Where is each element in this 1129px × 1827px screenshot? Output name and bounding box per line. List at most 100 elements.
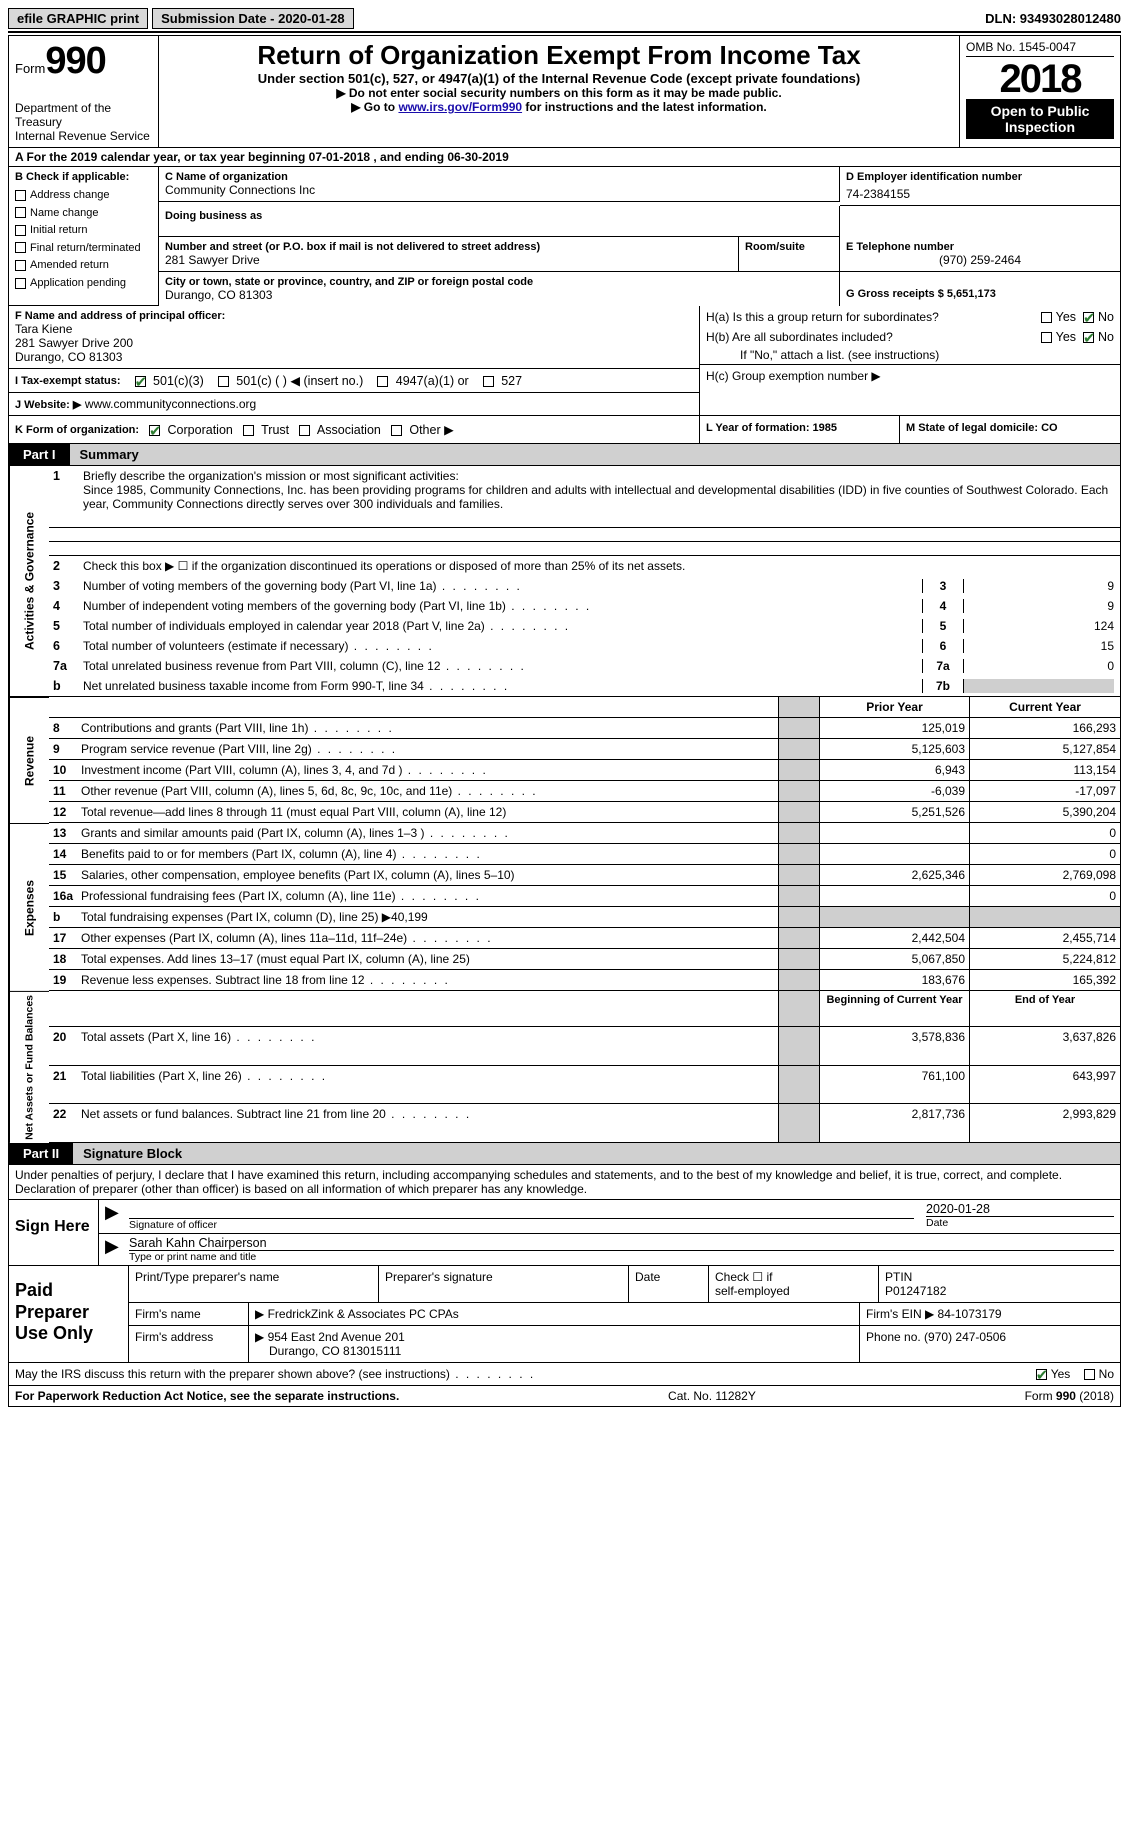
exp-16b-text: Total fundraising expenses (Part IX, col… [77, 907, 778, 928]
firm-name-value: ▶ FredrickZink & Associates PC CPAs [249, 1303, 860, 1325]
exp-13-prior [820, 823, 970, 844]
rev-12-curr: 5,390,204 [970, 802, 1120, 823]
rev-11-curr: -17,097 [970, 781, 1120, 802]
ptin-value: P01247182 [885, 1284, 946, 1298]
net-20-prior: 3,578,836 [820, 1027, 970, 1065]
form-word: Form [15, 61, 45, 76]
prep-date-label: Date [629, 1266, 709, 1302]
checkbox-trust[interactable] [243, 425, 254, 436]
summary-table: Revenue Prior Year Current Year 8Contrib… [8, 697, 1121, 1143]
mission-block: Activities & Governance 1 Briefly descri… [8, 466, 1121, 697]
officer-addr1: 281 Sawyer Drive 200 [15, 336, 693, 350]
form-note-2: ▶ Go to www.irs.gov/Form990 for instruct… [165, 100, 953, 114]
rev-9-prior: 5,125,603 [820, 739, 970, 760]
dln-label: DLN: 93493028012480 [985, 11, 1121, 26]
checkbox-501c3[interactable] [135, 376, 146, 387]
checkbox-501c[interactable] [218, 376, 229, 387]
irs-link[interactable]: www.irs.gov/Form990 [398, 100, 522, 114]
ha-label: H(a) Is this a group return for subordin… [706, 310, 939, 324]
line-5-value: 124 [964, 619, 1114, 633]
checkbox-hb-no[interactable] [1083, 332, 1094, 343]
checkbox-discuss-yes[interactable] [1036, 1369, 1047, 1380]
l-year-formation: L Year of formation: 1985 [700, 416, 900, 443]
checkbox-other[interactable] [391, 425, 402, 436]
rev-10-prior: 6,943 [820, 760, 970, 781]
exp-15-text: Salaries, other compensation, employee b… [77, 865, 778, 886]
rev-8-curr: 166,293 [970, 718, 1120, 739]
exp-18-text: Total expenses. Add lines 13–17 (must eq… [77, 949, 778, 970]
form-number: 990 [45, 40, 105, 82]
checkbox-ha-no[interactable] [1083, 312, 1094, 323]
b-items: Address change Name change Initial retur… [15, 187, 152, 293]
name-arrow-icon: ▶ [99, 1234, 123, 1265]
checkbox-assoc[interactable] [299, 425, 310, 436]
exp-19-text: Revenue less expenses. Subtract line 18 … [77, 970, 778, 991]
rev-10-text: Investment income (Part VIII, column (A)… [77, 760, 778, 781]
exp-17-text: Other expenses (Part IX, column (A), lin… [77, 928, 778, 949]
exp-16a-curr: 0 [970, 886, 1120, 907]
checkbox-4947[interactable] [377, 376, 388, 387]
omb-number: OMB No. 1545-0047 [966, 40, 1114, 57]
dept-irs: Internal Revenue Service [15, 129, 152, 143]
checkbox-app-pending[interactable] [15, 278, 26, 289]
j-label: J Website: ▶ [15, 399, 81, 411]
efile-print-button[interactable]: efile GRAPHIC print [8, 8, 148, 29]
line-7a-text: Total unrelated business revenue from Pa… [83, 659, 922, 673]
side-expenses: Expenses [9, 823, 49, 991]
signature-date: 2020-01-28 [926, 1202, 1114, 1216]
prep-name-label: Print/Type preparer's name [129, 1266, 379, 1302]
room-label: Room/suite [745, 241, 833, 253]
checkbox-initial-return[interactable] [15, 225, 26, 236]
side-revenue: Revenue [9, 697, 49, 823]
phone-value: (970) 259-2464 [846, 253, 1114, 267]
hb-label: H(b) Are all subordinates included? [706, 330, 893, 344]
g-gross-receipts: G Gross receipts $ 5,651,173 [846, 288, 1114, 300]
discuss-text: May the IRS discuss this return with the… [15, 1367, 535, 1381]
signature-caption: Signature of officer [129, 1218, 914, 1231]
checkbox-hb-yes[interactable] [1041, 332, 1052, 343]
page-footer: For Paperwork Reduction Act Notice, see … [8, 1386, 1121, 1407]
exp-15-prior: 2,625,346 [820, 865, 970, 886]
firm-ein-value: Firm's EIN ▶ 84-1073179 [860, 1303, 1120, 1325]
exp-18-curr: 5,224,812 [970, 949, 1120, 970]
street-value: 281 Sawyer Drive [165, 253, 732, 267]
line-6-value: 15 [964, 639, 1114, 653]
checkbox-name-change[interactable] [15, 207, 26, 218]
checkbox-discuss-no[interactable] [1084, 1369, 1095, 1380]
dept-treasury: Department of the Treasury [15, 101, 152, 129]
hdr-beginning-year: Beginning of Current Year [820, 991, 970, 1027]
line-5-text: Total number of individuals employed in … [83, 619, 922, 633]
firm-name-label: Firm's name [129, 1303, 249, 1325]
rev-8-prior: 125,019 [820, 718, 970, 739]
footer-left: For Paperwork Reduction Act Notice, see … [15, 1389, 399, 1403]
section-b-to-g: B Check if applicable: Address change Na… [8, 167, 1121, 306]
city-value: Durango, CO 81303 [165, 288, 833, 302]
line-6-text: Total number of volunteers (estimate if … [83, 639, 922, 653]
checkbox-amended[interactable] [15, 260, 26, 271]
checkbox-corp[interactable] [149, 425, 160, 436]
part-iiล header: Part II Signature Block [8, 1143, 1121, 1165]
checkbox-ha-yes[interactable] [1041, 312, 1052, 323]
ein-value: 74-2384155 [846, 187, 1114, 201]
checkbox-final-return[interactable] [15, 242, 26, 253]
date-caption: Date [926, 1216, 1114, 1229]
street-label: Number and street (or P.O. box if mail i… [165, 241, 732, 253]
rev-12-prior: 5,251,526 [820, 802, 970, 823]
form-note-1: ▶ Do not enter social security numbers o… [165, 86, 953, 100]
net-20-text: Total assets (Part X, line 16) [77, 1027, 778, 1065]
m-domicile: M State of legal domicile: CO [900, 416, 1120, 443]
d-ein-label: D Employer identification number [846, 171, 1114, 183]
checkbox-527[interactable] [483, 376, 494, 387]
hdr-prior-year: Prior Year [820, 697, 970, 718]
rev-9-curr: 5,127,854 [970, 739, 1120, 760]
exp-13-curr: 0 [970, 823, 1120, 844]
exp-16a-text: Professional fundraising fees (Part IX, … [77, 886, 778, 907]
exp-19-curr: 165,392 [970, 970, 1120, 991]
checkbox-address-change[interactable] [15, 190, 26, 201]
firm-addr-value: ▶ 954 East 2nd Avenue 201 [255, 1330, 405, 1344]
officer-signed-name: Sarah Kahn Chairperson [129, 1236, 1114, 1250]
net-21-curr: 643,997 [970, 1066, 1120, 1104]
tax-year: 2018 [966, 59, 1114, 99]
line-7b-text: Net unrelated business taxable income fr… [83, 679, 922, 693]
exp-17-prior: 2,442,504 [820, 928, 970, 949]
